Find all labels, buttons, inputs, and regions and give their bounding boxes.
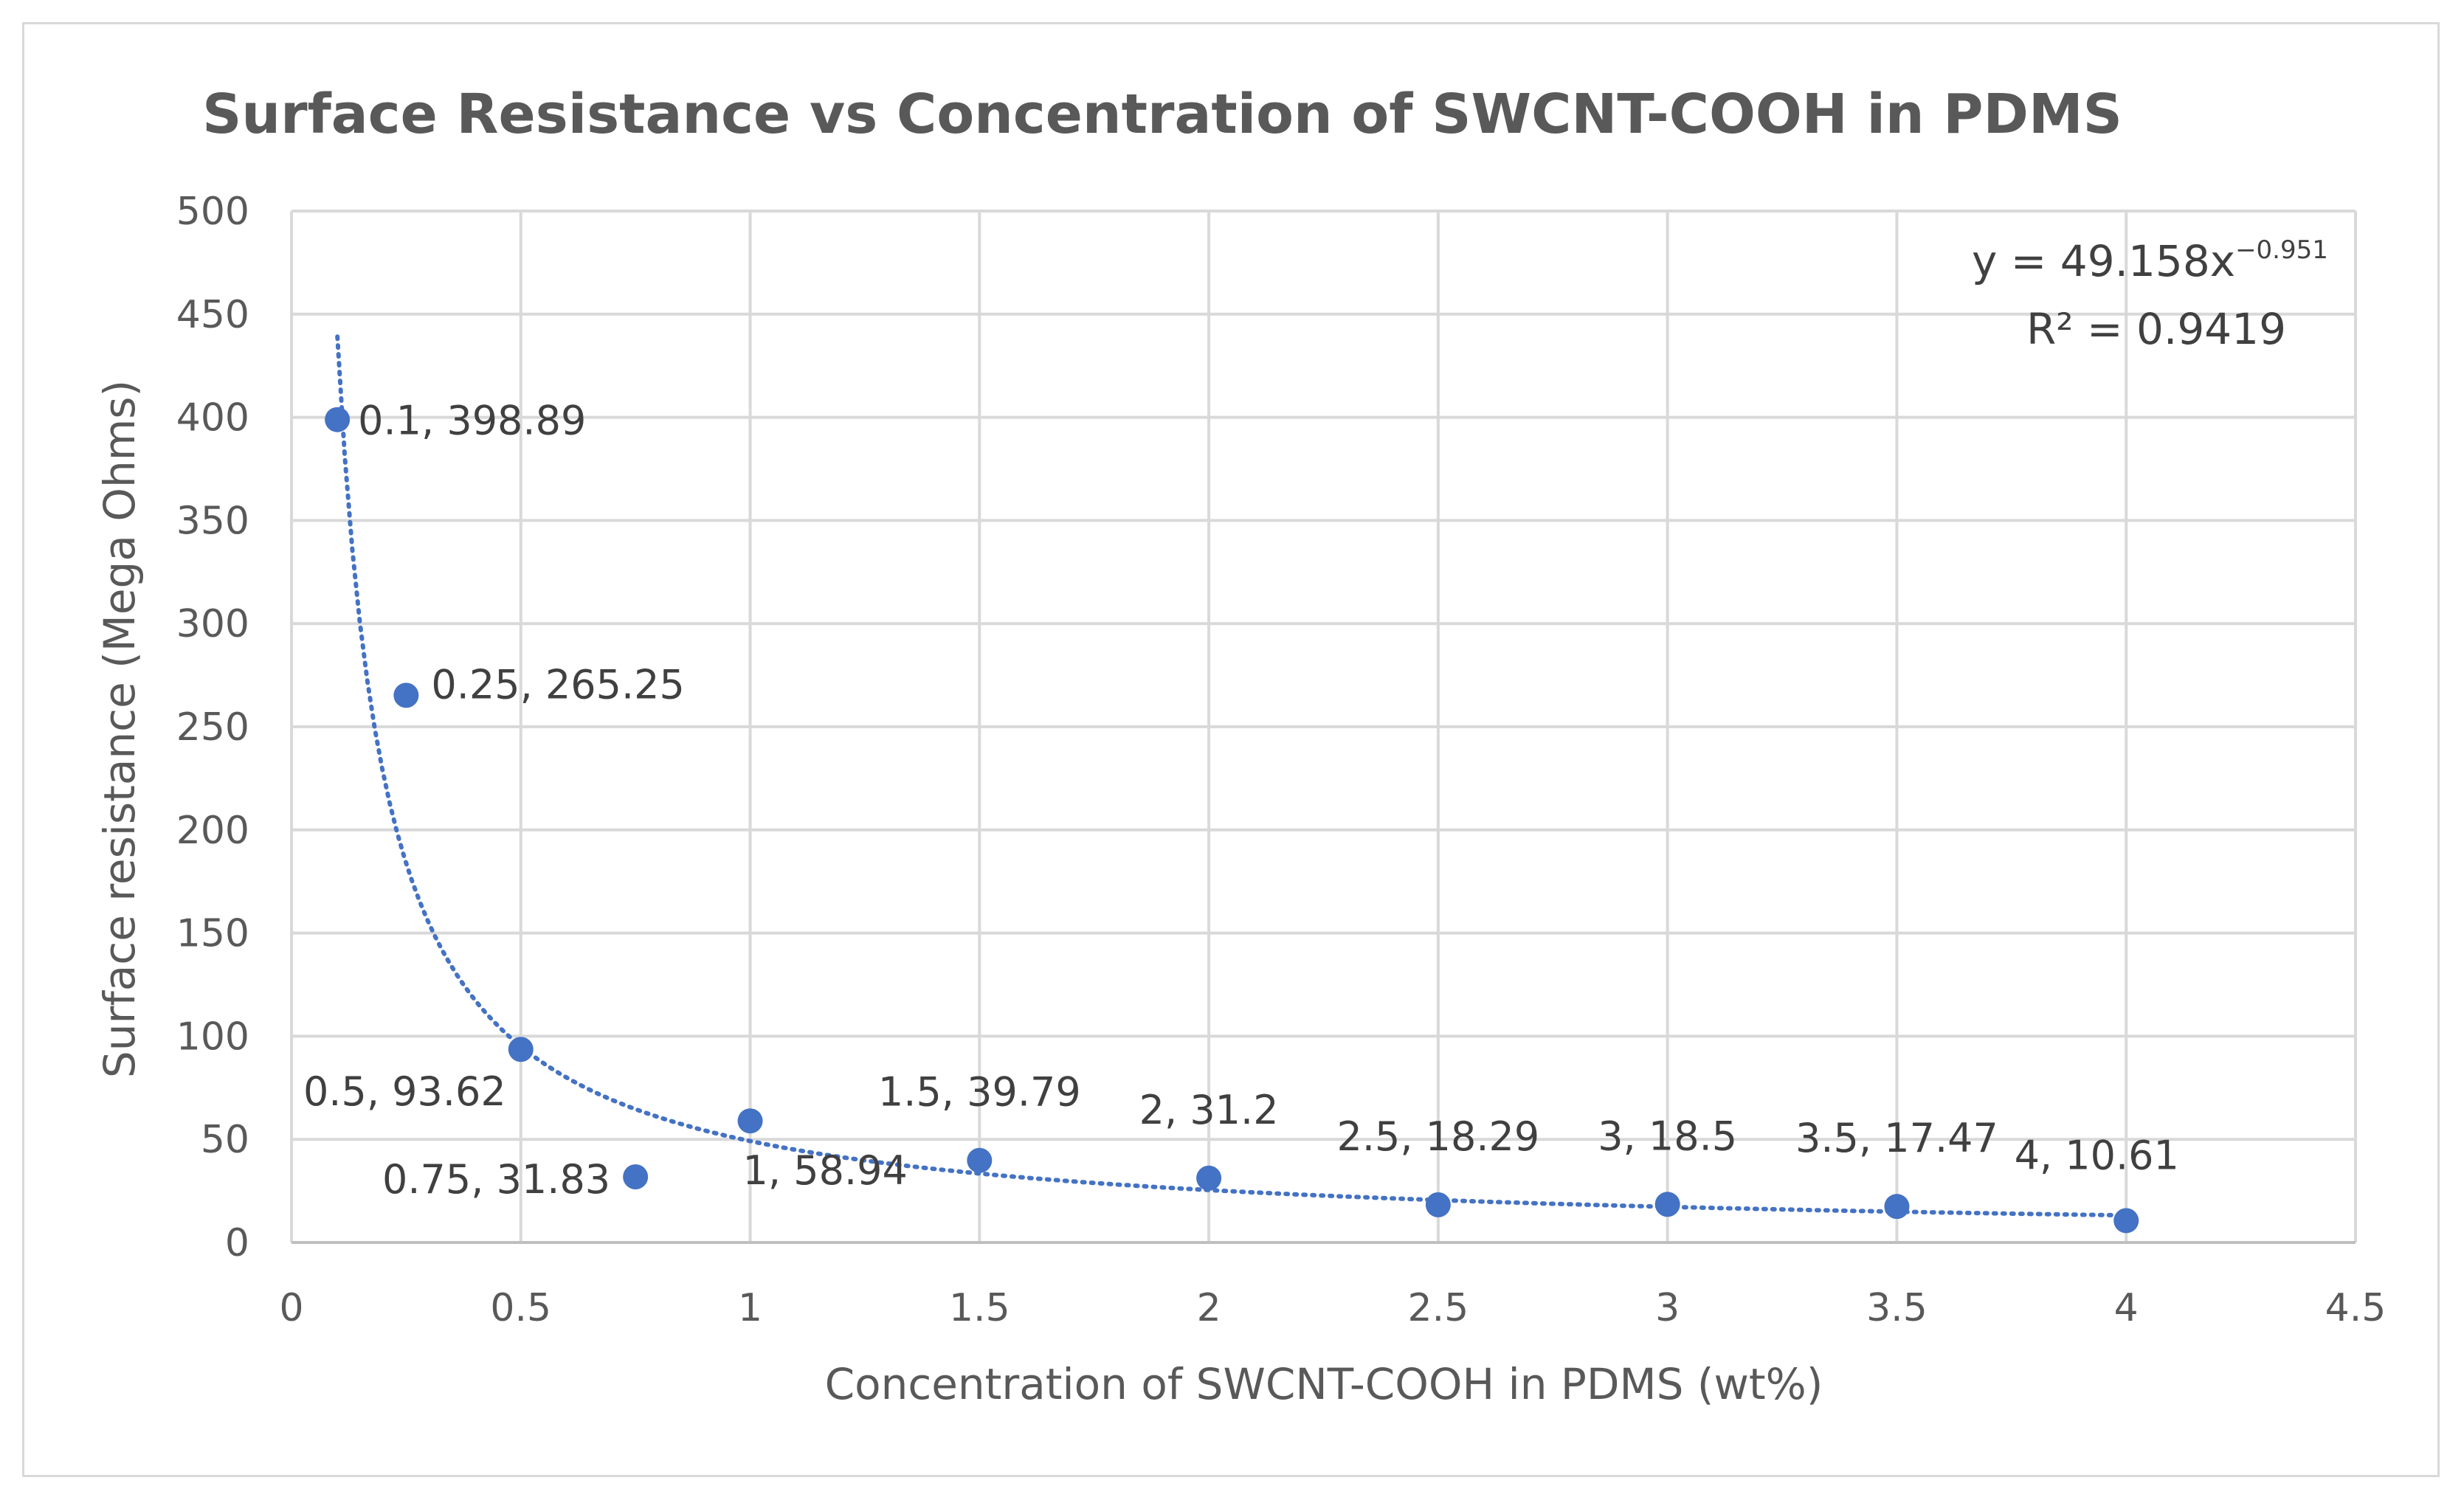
data-labels: 0.1, 398.89 0.25, 265.25 0.5, 93.62 0.75, 3… <box>303 398 2179 1203</box>
data-points <box>325 407 2139 1234</box>
y-axis-label: Surface resistance (Mega Ohms) <box>94 380 145 1078</box>
x-tick-label: 4.5 <box>2325 1286 2387 1330</box>
data-point <box>623 1164 649 1190</box>
data-label: 4, 10.61 <box>2015 1132 2179 1178</box>
data-point <box>1425 1192 1451 1217</box>
y-tick-label: 100 <box>176 1015 249 1059</box>
y-tick-label: 50 <box>201 1118 249 1162</box>
trendline-equation: y = 49.158x−0.951 <box>1972 235 2328 286</box>
data-point <box>1196 1165 1222 1191</box>
data-label: 0.25, 265.25 <box>431 661 685 708</box>
grid <box>290 210 2357 1244</box>
y-tick-label: 300 <box>176 602 249 646</box>
y-tick-labels: 0 50 100 150 200 250 300 350 400 450 500 <box>176 190 249 1265</box>
data-point <box>2113 1208 2139 1234</box>
data-point <box>325 407 351 432</box>
data-label: 0.1, 398.89 <box>358 398 586 444</box>
x-tick-label: 1.5 <box>949 1286 1010 1330</box>
x-tick-label: 0.5 <box>490 1286 551 1330</box>
data-point <box>1884 1194 1910 1220</box>
y-tick-label: 450 <box>176 293 249 337</box>
x-tick-label: 3.5 <box>1866 1286 1928 1330</box>
trendline-equation-base: y = 49.158x <box>1972 236 2235 286</box>
y-tick-label: 200 <box>176 809 249 853</box>
data-point <box>967 1147 993 1173</box>
x-tick-label: 4 <box>2114 1286 2139 1330</box>
x-tick-label: 3 <box>1655 1286 1680 1330</box>
x-tick-label: 2.5 <box>1408 1286 1469 1330</box>
chart-frame <box>22 22 2440 1477</box>
data-label: 1.5, 39.79 <box>878 1069 1081 1116</box>
trendline-equation-exponent: −0.951 <box>2235 235 2328 265</box>
data-label: 1, 58.94 <box>743 1147 908 1194</box>
power-trendline <box>335 334 2129 1218</box>
y-tick-label: 0 <box>225 1221 249 1265</box>
y-tick-label: 150 <box>176 912 249 956</box>
data-label: 2, 31.2 <box>1139 1087 1279 1133</box>
x-tick-labels: 0 0.5 1 1.5 2 2.5 3 3.5 4 4.5 <box>279 1286 2386 1330</box>
data-label: 3, 18.5 <box>1598 1113 1737 1159</box>
data-point <box>737 1108 763 1134</box>
y-tick-label: 250 <box>176 705 249 750</box>
x-axis-label: Concentration of SWCNT-COOH in PDMS (wt%… <box>825 1359 1823 1409</box>
y-tick-label: 400 <box>176 396 249 440</box>
data-point <box>1654 1192 1680 1217</box>
y-tick-label: 350 <box>176 499 249 543</box>
y-tick-label: 500 <box>176 190 249 234</box>
x-tick-label: 0 <box>279 1286 303 1330</box>
data-point <box>508 1037 534 1062</box>
data-label: 0.75, 31.83 <box>382 1156 610 1203</box>
data-label: 3.5, 17.47 <box>1795 1115 1998 1161</box>
data-label: 0.5, 93.62 <box>303 1068 506 1115</box>
chart-title: Surface Resistance vs Concentration of S… <box>202 83 2122 146</box>
data-point <box>393 682 419 708</box>
data-label: 2.5, 18.29 <box>1336 1113 1539 1160</box>
x-tick-label: 1 <box>738 1286 762 1330</box>
x-tick-label: 2 <box>1197 1286 1221 1330</box>
trendline-r-squared: R² = 0.9419 <box>2026 304 2286 354</box>
